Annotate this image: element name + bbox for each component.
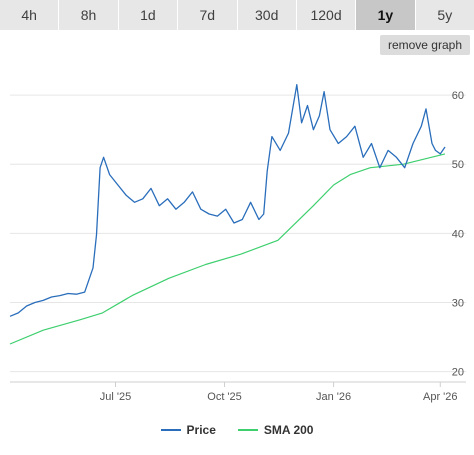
y-tick-label: 50 xyxy=(452,159,464,171)
y-axis: 20 30 40 50 60 xyxy=(452,90,464,379)
y-tick-label: 30 xyxy=(452,298,464,310)
legend-swatch-price xyxy=(160,429,181,431)
price-line xyxy=(9,84,446,317)
legend-item-sma-200[interactable]: SMA 200 xyxy=(237,423,314,437)
tab-4h[interactable]: 4h xyxy=(0,0,60,30)
sma-200-line xyxy=(9,153,446,345)
x-axis: Jul '25 Oct '25 Jan '26 Apr '26 xyxy=(10,381,466,403)
y-tick-label: 60 xyxy=(452,90,464,102)
price-chart: Jul '25 Oct '25 Jan '26 Apr '26 20 30 40 50 60 xyxy=(9,84,466,403)
x-tick-label: Apr '26 xyxy=(423,391,458,403)
tab-120d[interactable]: 120d xyxy=(296,0,357,30)
grid-lines xyxy=(10,94,466,373)
series-lines xyxy=(9,84,446,345)
remove-graph-button[interactable]: remove graph xyxy=(379,35,470,55)
timeframe-tabs: 4h 8h 1d 7d 30d 120d 1y 5y xyxy=(0,0,474,30)
legend-swatch-sma-200 xyxy=(237,429,258,431)
x-tick-label: Jul '25 xyxy=(100,391,131,403)
y-tick-label: 40 xyxy=(452,228,464,240)
legend-label-sma-200: SMA 200 xyxy=(263,423,314,437)
legend-label-price: Price xyxy=(186,423,216,437)
y-tick-label: 20 xyxy=(452,367,464,379)
tab-7d[interactable]: 7d xyxy=(178,0,238,30)
x-tick-label: Oct '25 xyxy=(207,391,242,403)
tab-8h[interactable]: 8h xyxy=(59,0,119,30)
legend: Price SMA 200 xyxy=(0,420,474,440)
legend-item-price[interactable]: Price xyxy=(160,423,216,437)
tab-5y[interactable]: 5y xyxy=(415,0,474,30)
x-tick-label: Jan '26 xyxy=(316,391,351,403)
tab-1d[interactable]: 1d xyxy=(118,0,179,30)
tab-30d[interactable]: 30d xyxy=(237,0,297,30)
tab-1y[interactable]: 1y xyxy=(356,0,416,30)
